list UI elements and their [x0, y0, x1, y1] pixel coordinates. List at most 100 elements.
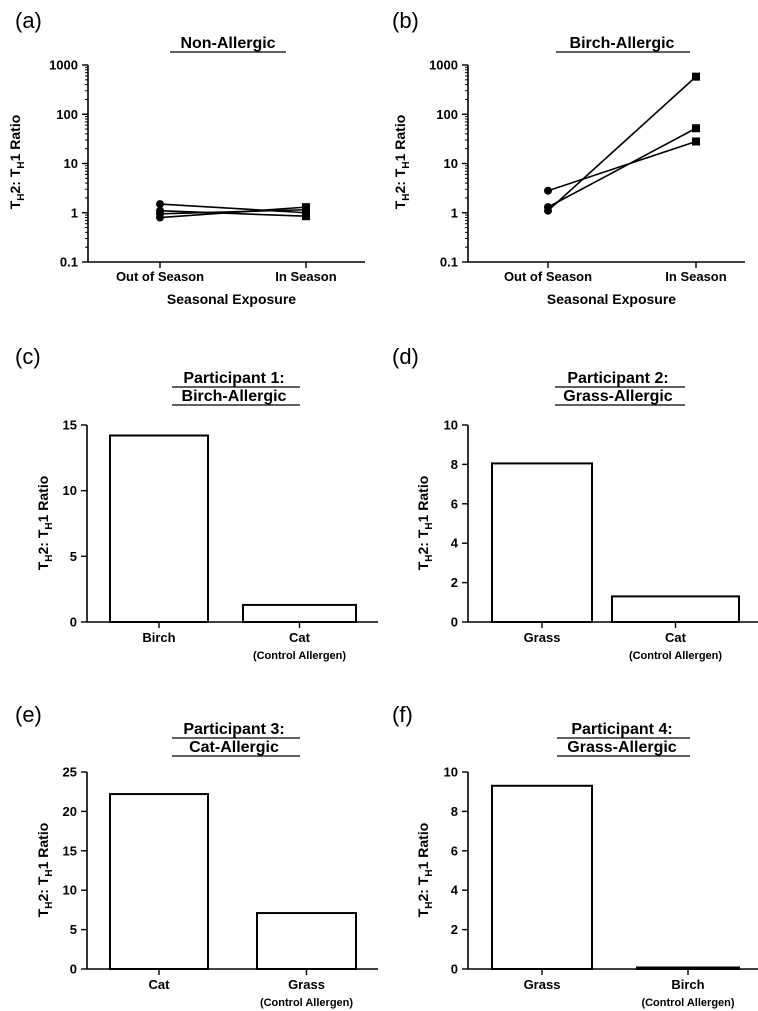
x-tick-sublabel: (Control Allergen)	[629, 650, 722, 662]
panel-label: (f)	[392, 702, 413, 727]
y-axis-label: TH2: TH1 Ratio	[415, 823, 435, 918]
chart-title: Grass-Allergic	[563, 388, 672, 405]
bar	[491, 784, 593, 970]
y-axis-label-part: 1 Ratio	[392, 115, 408, 162]
y-axis-label: TH2: TH1 Ratio	[7, 115, 27, 210]
y-tick-label: 5	[70, 549, 77, 564]
y-axis-label-part: 1 Ratio	[7, 115, 23, 162]
y-axis-label-subscript: H	[401, 194, 412, 201]
panel-label: (d)	[392, 344, 419, 369]
y-tick-label: 5	[70, 922, 77, 937]
x-tick-label: Grass	[524, 977, 561, 992]
y-axis-label-part: T	[35, 908, 51, 917]
y-axis-label: TH2: TH1 Ratio	[392, 115, 412, 210]
y-axis-label-part: 1 Ratio	[35, 476, 51, 523]
chart-title: Birch-Allergic	[570, 35, 675, 52]
y-tick-label: 1000	[429, 58, 458, 73]
bar	[256, 912, 357, 970]
y-axis-label-part: T	[392, 200, 408, 209]
y-axis-label-subscript: H	[16, 161, 27, 168]
data-point-circle	[544, 186, 552, 195]
series-line	[547, 76, 697, 212]
y-tick-label: 8	[451, 804, 458, 819]
y-axis-label-part: T	[7, 200, 23, 209]
bar	[491, 462, 593, 624]
x-tick-label: Birch	[671, 977, 704, 992]
data-point-square	[692, 137, 700, 146]
y-tick-label: 100	[56, 107, 78, 122]
y-tick-label: 0.1	[60, 255, 78, 270]
panel-label: (c)	[15, 344, 41, 369]
y-axis-label-subscript: H	[401, 161, 412, 168]
y-axis-label-part: 2: T	[35, 529, 51, 554]
chart-title: Participant 2:	[567, 370, 668, 387]
series-line	[547, 127, 697, 208]
panel-label: (a)	[15, 8, 42, 33]
y-axis-label-subscript: H	[44, 869, 55, 876]
data-point-circle	[156, 209, 164, 218]
x-tick-sublabel: (Control Allergen)	[260, 997, 353, 1009]
y-tick-label: 6	[451, 496, 458, 511]
data-point-square	[692, 124, 700, 133]
y-tick-label: 0	[70, 615, 77, 630]
x-tick-sublabel: (Control Allergen)	[641, 997, 734, 1009]
y-tick-label: 20	[63, 804, 77, 819]
data-point-square	[302, 205, 310, 214]
data-point-circle	[156, 200, 164, 209]
y-axis-label-part: 1 Ratio	[35, 823, 51, 870]
bar	[109, 434, 209, 623]
series-line	[547, 140, 697, 192]
x-tick-label: In Season	[665, 269, 726, 284]
y-axis-label-part: T	[415, 908, 431, 917]
y-axis-label-part: 1 Ratio	[415, 823, 431, 870]
y-axis-label-part: T	[415, 561, 431, 570]
x-tick-label: Birch	[142, 630, 175, 645]
x-tick-label: In Season	[275, 269, 336, 284]
y-axis-label-part: 2: T	[7, 168, 23, 193]
y-tick-label: 10	[444, 156, 458, 171]
y-axis-label-part: T	[35, 561, 51, 570]
panel-label: (e)	[15, 702, 42, 727]
series-line	[159, 203, 307, 214]
y-axis-label: TH2: TH1 Ratio	[35, 476, 55, 571]
y-tick-label: 0	[451, 615, 458, 630]
y-tick-label: 4	[451, 883, 459, 898]
y-axis-label-subscript: H	[424, 555, 435, 562]
x-tick-label: Out of Season	[116, 269, 204, 284]
y-axis-label-subscript: H	[44, 522, 55, 529]
x-axis-label: Seasonal Exposure	[547, 291, 676, 307]
y-tick-label: 1000	[49, 58, 78, 73]
y-axis-label-part: 2: T	[392, 168, 408, 193]
chart-title: Participant 3:	[183, 721, 284, 738]
y-tick-label: 2	[451, 575, 458, 590]
data-point-circle	[544, 206, 552, 215]
y-tick-label: 100	[436, 107, 458, 122]
y-tick-label: 4	[451, 536, 459, 551]
data-point-square	[692, 72, 700, 81]
y-tick-label: 10	[444, 418, 458, 433]
y-axis-label-subscript: H	[16, 194, 27, 201]
y-tick-label: 15	[63, 418, 77, 433]
x-tick-label: Cat	[289, 630, 311, 645]
y-tick-label: 8	[451, 457, 458, 472]
y-axis-label: TH2: TH1 Ratio	[415, 476, 435, 571]
chart-title: Non-Allergic	[180, 35, 275, 52]
x-tick-label: Cat	[149, 977, 171, 992]
y-axis-label-part: 2: T	[415, 876, 431, 901]
chart-title: Participant 4:	[571, 721, 672, 738]
chart-title: Participant 1:	[183, 370, 284, 387]
y-tick-label: 0.1	[440, 255, 458, 270]
y-axis-label-subscript: H	[424, 869, 435, 876]
x-tick-label: Out of Season	[504, 269, 592, 284]
y-axis-label-part: 2: T	[35, 876, 51, 901]
y-axis-label-subscript: H	[424, 902, 435, 909]
y-tick-label: 2	[451, 922, 458, 937]
chart-title: Grass-Allergic	[567, 739, 676, 756]
x-axis-label: Seasonal Exposure	[167, 291, 296, 307]
y-axis-label: TH2: TH1 Ratio	[35, 823, 55, 918]
data-point-square	[302, 212, 310, 221]
bar	[109, 793, 209, 971]
y-tick-label: 10	[63, 483, 77, 498]
y-axis-label-subscript: H	[424, 522, 435, 529]
y-tick-label: 10	[63, 883, 77, 898]
